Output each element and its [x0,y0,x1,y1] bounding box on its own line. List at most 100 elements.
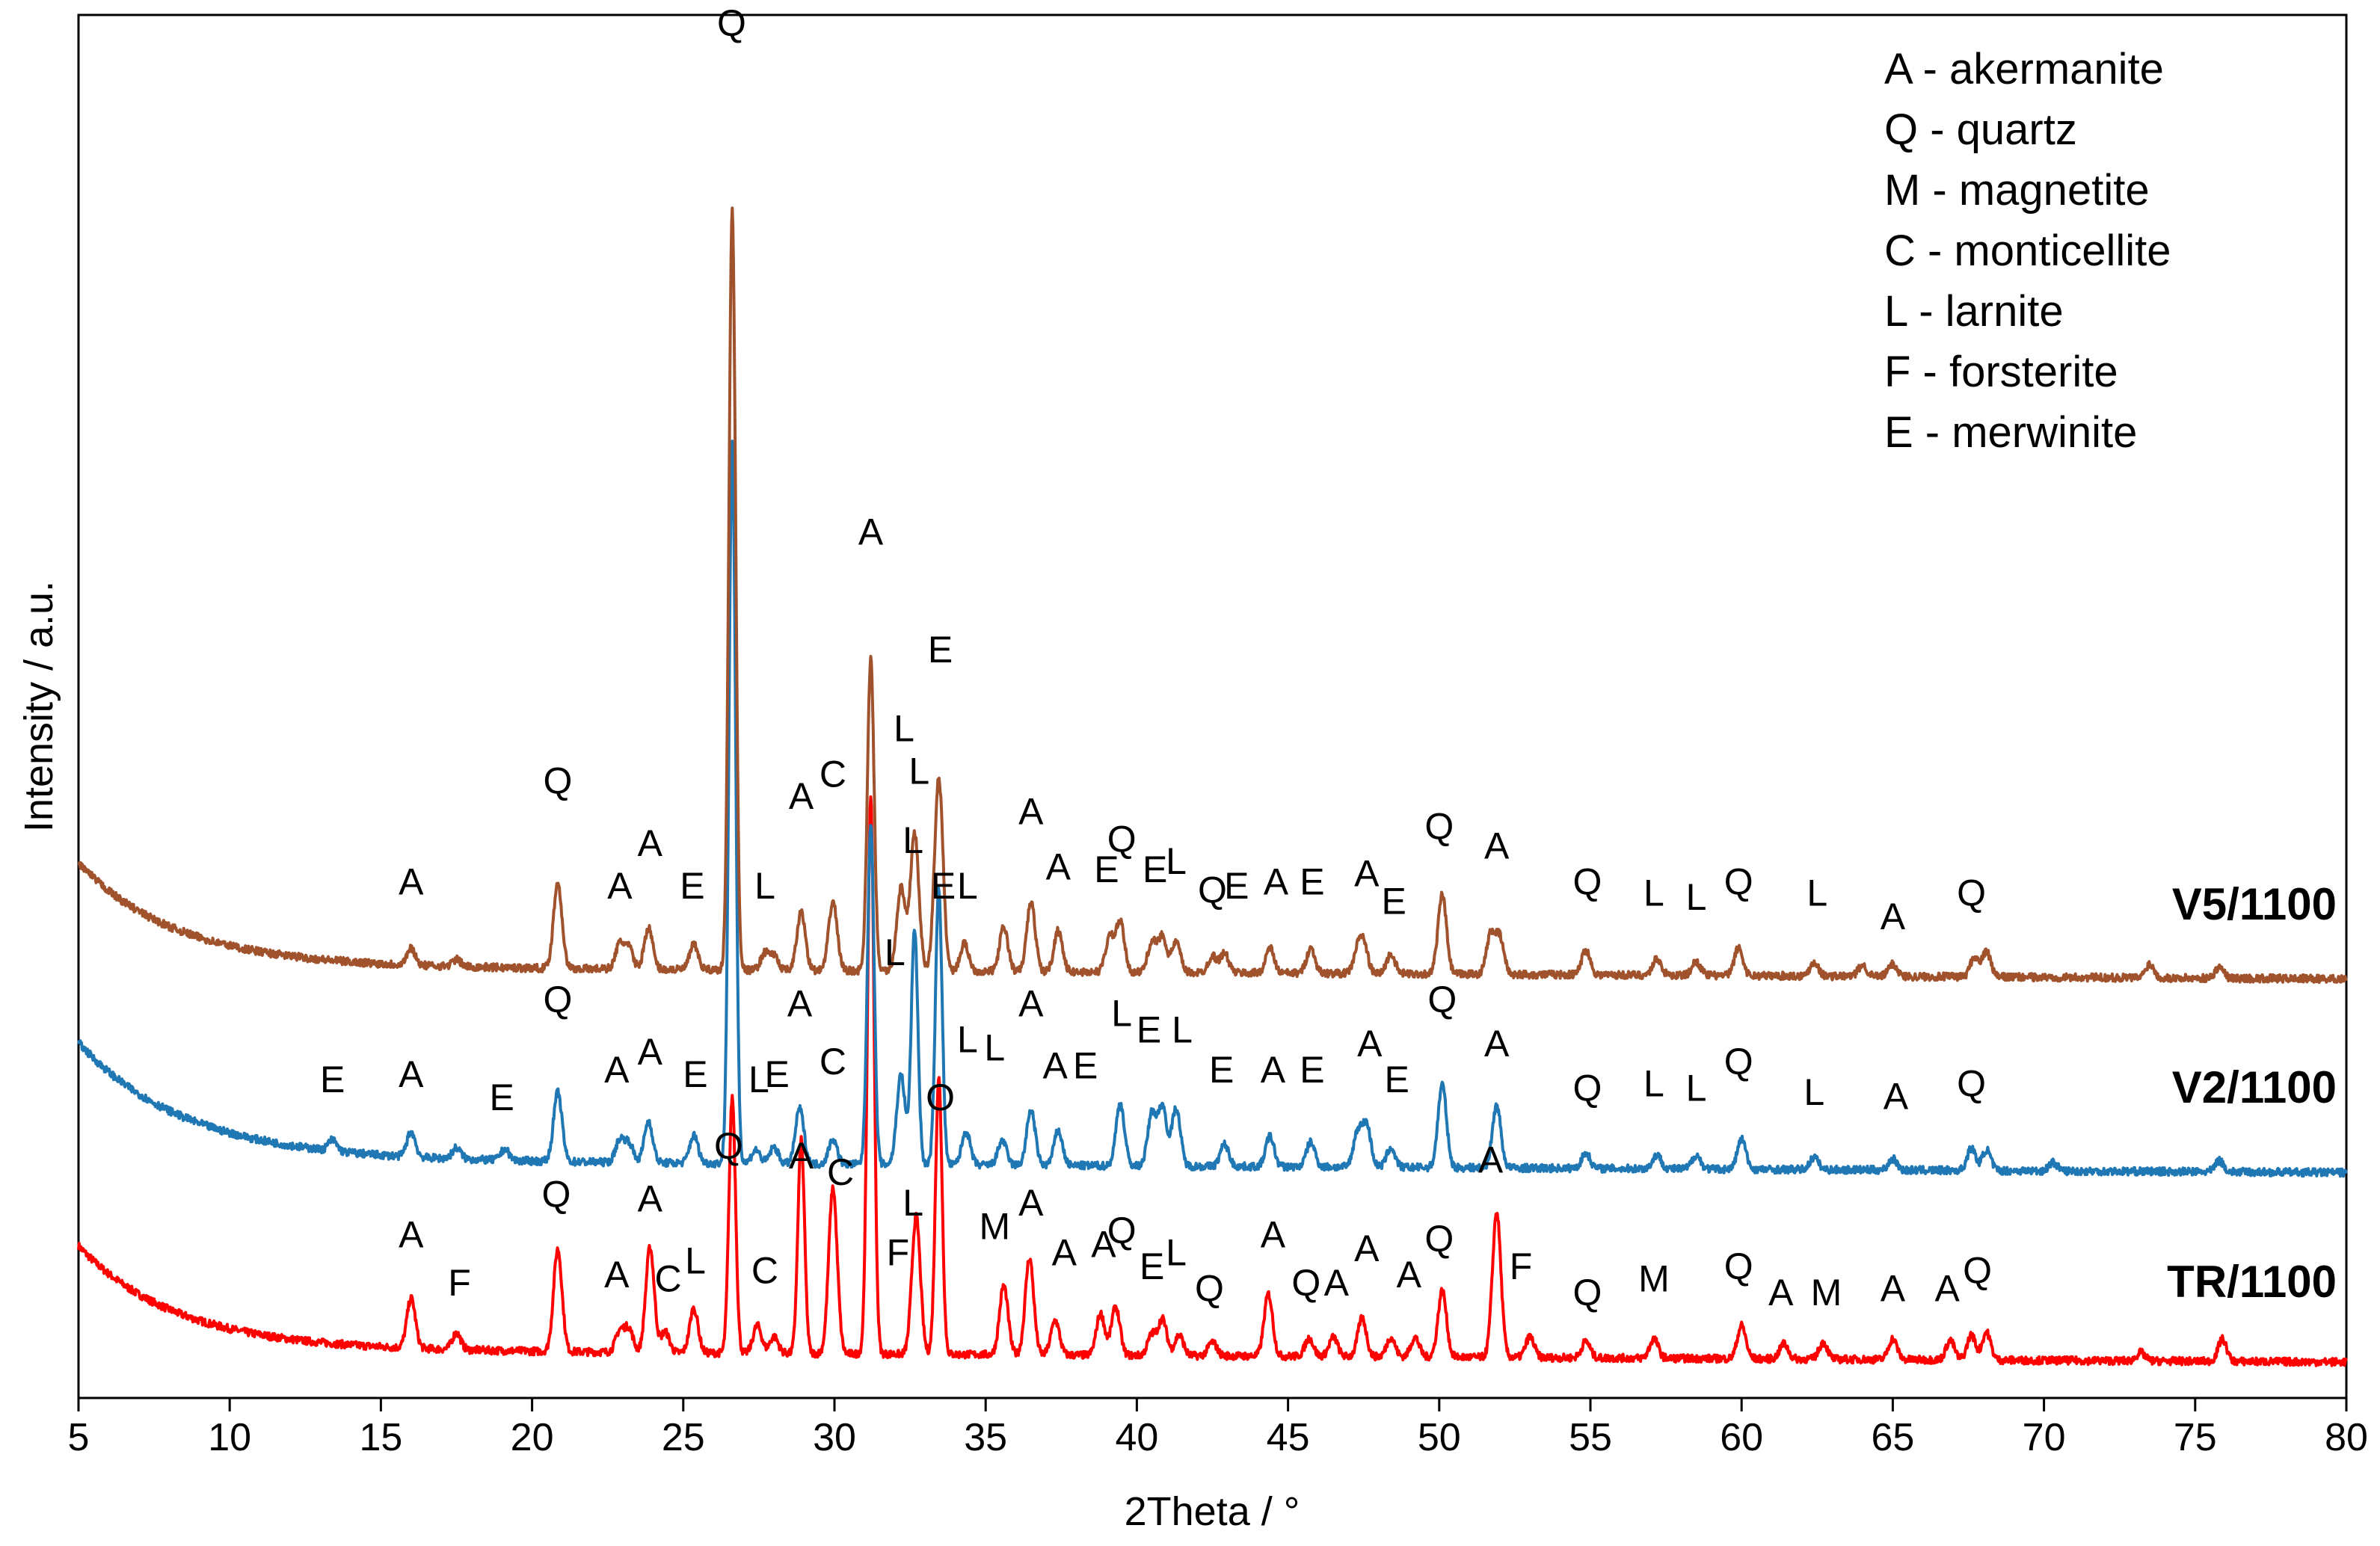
peak-label: A [858,511,884,553]
peak-label: L [748,1059,769,1100]
peak-label: C [827,1151,854,1193]
x-tick-label: 80 [2325,1416,2368,1459]
series-label: V2/1100 [2172,1062,2337,1112]
x-tick-label: 25 [662,1416,705,1459]
peak-label: A [789,775,814,817]
peak-label: A [1354,1228,1380,1269]
legend-entry: L - larnite [1884,287,2064,336]
peak-label: E [1143,849,1167,890]
peak-label: A [1768,1272,1794,1314]
x-tick-label: 50 [1418,1416,1461,1459]
x-tick-label: 20 [511,1416,554,1459]
peak-label: Q [1107,818,1137,860]
peak-label: Q [1573,1067,1602,1109]
peak-label: M [1811,1272,1842,1314]
peak-label: L [1643,1063,1664,1105]
peak-label: L [1172,1009,1193,1051]
peak-label: L [1804,1071,1824,1113]
peak-label: A [1043,1045,1068,1087]
peak-label: L [903,819,923,861]
x-axis-ticks: 5 10 15 20 25 30 35 40 45 50 55 60 65 70 75 80 [68,1398,2368,1459]
peak-label: F [1510,1245,1533,1287]
peak-label: Q [1195,1268,1224,1310]
series-label: TR/1100 [2167,1257,2337,1307]
peak-label: Q [1963,1249,1992,1291]
peak-label: L [957,1019,978,1061]
peak-label: O [926,1077,955,1118]
peak-label: L [1686,1067,1707,1109]
peak-label: A [1018,982,1044,1024]
peak-label: E [1224,865,1249,907]
peak-label: E [1209,1049,1234,1091]
x-tick-label: 5 [68,1416,90,1459]
legend: A - akermanite Q - quartz M - magnetite C -… [1884,45,2171,457]
legend-entry: E - merwinite [1884,408,2137,457]
peak-label: A [1264,861,1289,903]
x-tick-label: 30 [813,1416,856,1459]
x-tick-label: 45 [1267,1416,1310,1459]
peak-label: L [957,865,978,907]
peak-label: A [787,982,813,1024]
peak-label: Q [1724,1041,1753,1082]
peak-label: L [903,1182,923,1224]
peak-label: E [931,865,956,907]
peak-label: Q [1957,1063,1986,1105]
peak-label: A [1091,1223,1116,1265]
series-name-layer: V5/1100 V2/1100 TR/1100 [2167,879,2337,1307]
peak-label: Q [1724,1245,1753,1287]
peak-label: Q [1107,1210,1137,1251]
peak-label: E [680,865,704,907]
peak-label: A [1357,1023,1383,1065]
peak-label: A [1261,1049,1286,1091]
x-axis-label: 2Theta / ° [1125,1489,1300,1534]
peak-label: L [908,751,929,792]
peak-label: L [1166,840,1187,882]
peak-label: F [887,1231,910,1273]
series-line-v2-1100 [77,440,2348,1178]
legend-entry: F - forsterite [1884,348,2118,396]
x-tick-label: 10 [208,1416,251,1459]
peak-label: Q [717,2,746,44]
peak-label: L [1166,1231,1187,1273]
peak-label: A [1478,1139,1504,1180]
peak-label: C [820,1041,846,1082]
peak-label: Q [1573,1272,1602,1314]
peak-label: A [1884,1075,1909,1117]
peak-label: E [1300,1049,1324,1091]
peak-label: E [1381,881,1406,923]
peak-label: A [399,1213,424,1255]
peak-label: A [399,1053,424,1095]
peak-label: A [1018,1182,1044,1224]
series-layer [77,206,2348,1367]
legend-entry: C - monticellite [1884,227,2171,275]
peak-label: L [1806,872,1827,914]
peak-label: Q [1424,806,1454,848]
peak-label: Q [1573,861,1602,903]
peak-label: A [1881,896,1906,937]
x-tick-label: 35 [964,1416,1007,1459]
peak-label: L [1111,992,1132,1034]
x-tick-label: 55 [1569,1416,1612,1459]
peak-label: E [1385,1059,1409,1100]
peak-label: E [489,1077,514,1118]
peak-label: A [1881,1268,1906,1310]
peak-label: L [685,1240,706,1282]
x-tick-label: 15 [359,1416,402,1459]
peak-label: Q [544,760,573,802]
peak-label: E [764,1053,789,1095]
plot-area [77,13,2348,1399]
peak-label: Q [544,979,573,1020]
peak-label: A [1484,1023,1510,1065]
peak-label: A [604,1049,630,1091]
peak-label: Q [1291,1262,1320,1304]
peak-label: L [754,865,775,907]
peak-label: F [448,1262,471,1304]
peak-label: E [320,1059,345,1100]
peak-label: M [980,1205,1011,1247]
peak-label: E [928,629,953,671]
peak-label: C [820,753,846,795]
peak-label: Q [1198,869,1227,911]
peak-label: L [984,1027,1005,1069]
